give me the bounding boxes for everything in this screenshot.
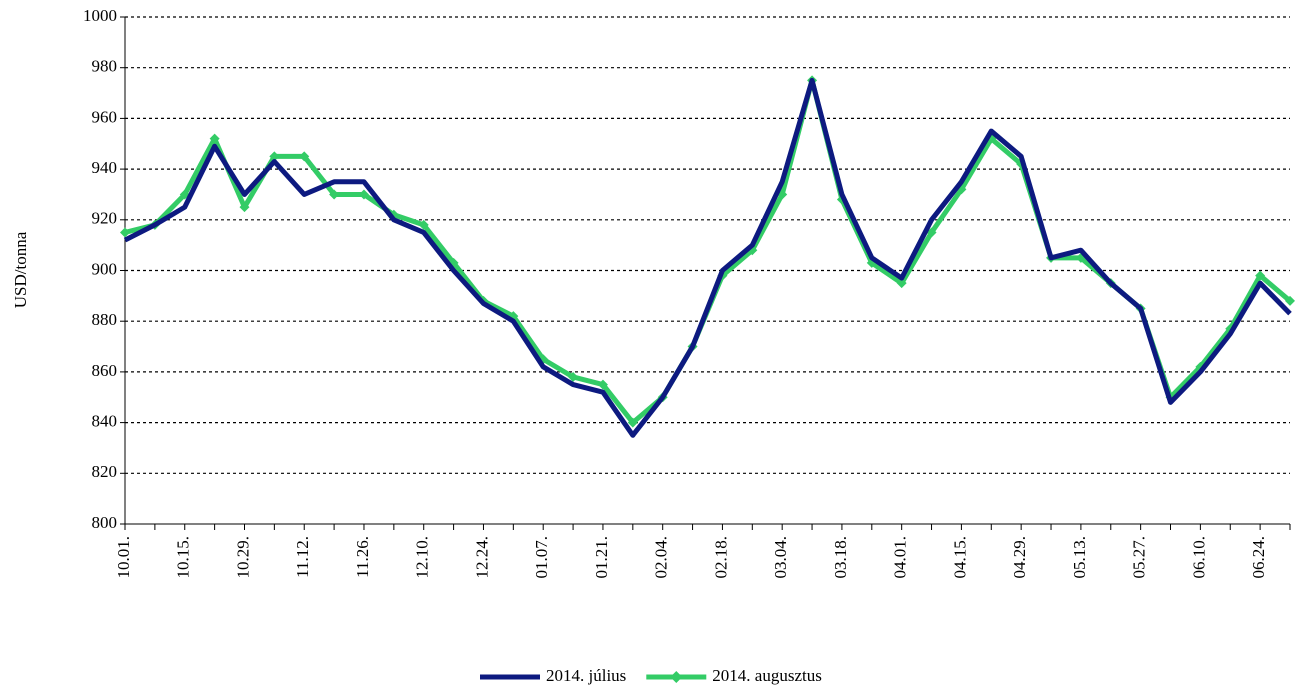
x-tick-label: 02.18. bbox=[711, 536, 730, 579]
series-marker bbox=[120, 227, 130, 238]
x-tick-label: 04.15. bbox=[950, 536, 969, 579]
series-marker bbox=[1285, 295, 1295, 306]
y-tick-label: 1000 bbox=[83, 6, 117, 25]
y-tick-label: 900 bbox=[92, 259, 118, 278]
y-tick-label: 880 bbox=[92, 310, 118, 329]
series-marker bbox=[896, 278, 907, 289]
series-marker bbox=[568, 371, 579, 382]
x-tick-label: 05.27. bbox=[1130, 536, 1149, 579]
series-marker bbox=[1255, 270, 1266, 281]
series-line bbox=[124, 77, 1292, 426]
x-tick-label: 10.29. bbox=[233, 536, 252, 579]
x-tick-label: 04.29. bbox=[1010, 536, 1029, 579]
y-axis-label: USD/tonna bbox=[11, 231, 30, 308]
y-tick-label: 960 bbox=[92, 107, 118, 126]
x-tick-label: 10.01. bbox=[114, 536, 133, 579]
series-marker bbox=[209, 133, 220, 144]
x-tick-label: 01.07. bbox=[532, 536, 551, 579]
y-tick-label: 860 bbox=[92, 361, 118, 380]
legend-label: 2014. augusztus bbox=[712, 666, 822, 685]
x-tick-label: 11.26. bbox=[353, 536, 372, 578]
legend-marker bbox=[670, 671, 683, 683]
x-tick-label: 05.13. bbox=[1070, 536, 1089, 579]
x-tick-label: 02.04. bbox=[652, 536, 671, 579]
series-marker bbox=[299, 151, 310, 162]
series-marker bbox=[269, 151, 280, 162]
y-tick-label: 800 bbox=[92, 513, 118, 532]
y-tick-label: 820 bbox=[92, 462, 118, 481]
y-tick-label: 920 bbox=[92, 209, 118, 228]
x-tick-label: 06.24. bbox=[1249, 536, 1268, 579]
series-line bbox=[123, 77, 1292, 438]
y-tick-label: 840 bbox=[92, 412, 118, 431]
series-marker bbox=[627, 417, 638, 428]
x-tick-label: 12.10. bbox=[413, 536, 432, 579]
series-marker bbox=[329, 189, 340, 200]
x-tick-label: 03.04. bbox=[771, 536, 790, 579]
x-tick-label: 11.12. bbox=[293, 536, 312, 578]
x-tick-label: 01.21. bbox=[592, 536, 611, 579]
series-marker bbox=[239, 202, 250, 213]
series-marker bbox=[358, 189, 369, 200]
series-marker bbox=[1075, 252, 1086, 263]
series-marker bbox=[597, 379, 608, 390]
y-tick-label: 940 bbox=[92, 158, 118, 177]
x-tick-label: 10.15. bbox=[174, 536, 193, 579]
y-tick-label: 980 bbox=[92, 57, 118, 76]
x-tick-label: 04.01. bbox=[891, 536, 910, 579]
legend-label: 2014. július bbox=[546, 666, 626, 685]
x-tick-label: 03.18. bbox=[831, 536, 850, 579]
x-tick-label: 12.24. bbox=[472, 536, 491, 579]
series-marker bbox=[418, 219, 429, 230]
x-tick-label: 06.10. bbox=[1189, 536, 1208, 579]
